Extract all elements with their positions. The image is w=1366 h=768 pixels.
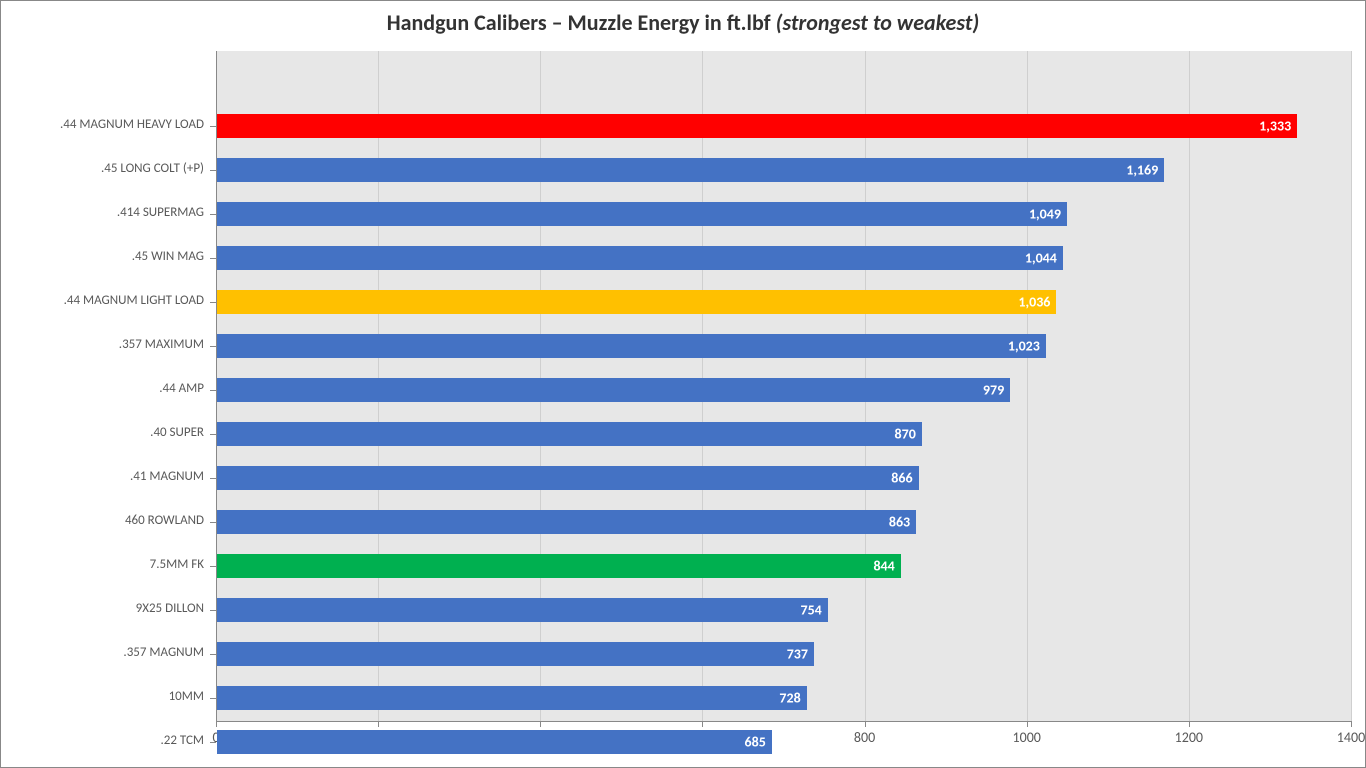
bar: 1,169 <box>217 158 1165 182</box>
bar: 1,049 <box>217 202 1067 226</box>
y-category-label: 460 ROWLAND <box>125 513 204 528</box>
bar-value-label: 737 <box>787 646 808 663</box>
title-main: Handgun Calibers – Muzzle Energy in ft.l… <box>387 9 776 36</box>
y-category-label: 9X25 DILLON <box>136 601 204 616</box>
bar-value-label: 863 <box>889 514 910 531</box>
bar: 866 <box>217 466 919 490</box>
y-category-label: .45 LONG COLT (+P) <box>101 161 204 176</box>
bar: 737 <box>217 642 814 666</box>
y-tick-mark <box>210 654 216 655</box>
bar: 979 <box>217 378 1011 402</box>
bar-value-label: 1,023 <box>1008 338 1040 355</box>
y-tick-mark <box>210 126 216 127</box>
y-tick-mark <box>210 698 216 699</box>
bar-value-label: 866 <box>891 470 912 487</box>
y-tick-mark <box>210 346 216 347</box>
bar-value-label: 685 <box>745 734 766 751</box>
y-tick-mark <box>210 478 216 479</box>
bar: 844 <box>217 554 901 578</box>
y-tick-mark <box>210 434 216 435</box>
y-category-label: .44 MAGNUM LIGHT LOAD <box>64 293 204 308</box>
bar-value-label: 1,036 <box>1018 294 1050 311</box>
y-tick-mark <box>210 302 216 303</box>
x-tick-label: 1000 <box>1013 729 1041 746</box>
bar: 1,333 <box>217 114 1298 138</box>
bar: 728 <box>217 686 807 710</box>
gridline <box>1027 51 1028 721</box>
y-category-label: .41 MAGNUM <box>130 469 204 484</box>
y-tick-mark <box>210 610 216 611</box>
y-tick-mark <box>210 390 216 391</box>
y-category-label: .414 SUPERMAG <box>117 205 204 220</box>
chart-container: Handgun Calibers – Muzzle Energy in ft.l… <box>0 0 1366 768</box>
y-category-label: .357 MAGNUM <box>123 645 204 660</box>
bar-value-label: 1,049 <box>1029 206 1061 223</box>
y-category-label: 7.5MM FK <box>150 557 204 572</box>
bar: 1,044 <box>217 246 1063 270</box>
bar: 870 <box>217 422 922 446</box>
y-category-label: .22 TCM <box>160 733 204 748</box>
bar-value-label: 728 <box>779 690 800 707</box>
y-tick-mark <box>210 258 216 259</box>
y-category-label: .45 WIN MAG <box>132 249 204 264</box>
y-category-label: .44 AMP <box>159 381 204 396</box>
bar-value-label: 1,333 <box>1259 118 1291 135</box>
bar: 1,023 <box>217 334 1046 358</box>
bar-value-label: 754 <box>800 602 821 619</box>
bar: 685 <box>217 730 772 754</box>
bar-value-label: 1,169 <box>1126 162 1158 179</box>
y-tick-mark <box>210 214 216 215</box>
plot-area: 02004006008001000120014001,3331,1691,049… <box>216 51 1351 721</box>
title-subtitle: (strongest to weakest) <box>776 9 980 36</box>
gridline <box>1189 51 1190 721</box>
gridline <box>1351 51 1352 721</box>
bar-value-label: 844 <box>873 558 894 575</box>
y-tick-mark <box>210 170 216 171</box>
bar: 1,036 <box>217 290 1057 314</box>
x-tick-mark <box>1351 721 1352 727</box>
y-category-label: .357 MAXIMUM <box>119 337 204 352</box>
bar: 754 <box>217 598 828 622</box>
bar-value-label: 870 <box>895 426 916 443</box>
bar-value-label: 1,044 <box>1025 250 1057 267</box>
y-category-label: 10MM <box>169 689 204 704</box>
x-tick-label: 1400 <box>1337 729 1365 746</box>
x-tick-label: 800 <box>854 729 875 746</box>
chart-title: Handgun Calibers – Muzzle Energy in ft.l… <box>1 9 1365 36</box>
y-tick-mark <box>210 742 216 743</box>
bar: 863 <box>217 510 917 534</box>
y-tick-mark <box>210 566 216 567</box>
bar-value-label: 979 <box>983 382 1004 399</box>
y-category-label: .40 SUPER <box>150 425 204 440</box>
x-axis-line <box>216 721 1351 722</box>
x-tick-label: 1200 <box>1175 729 1203 746</box>
y-tick-mark <box>210 522 216 523</box>
y-category-label: .44 MAGNUM HEAVY LOAD <box>60 117 204 132</box>
